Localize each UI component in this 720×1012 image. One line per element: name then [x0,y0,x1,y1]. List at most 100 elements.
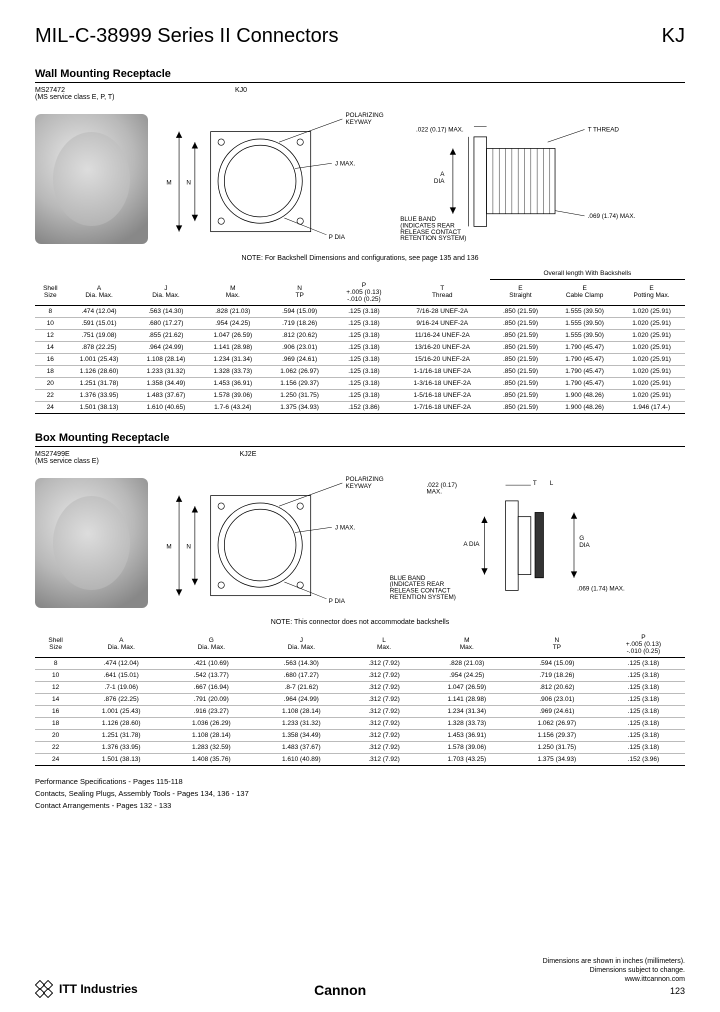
table-cell: 1.610 (40.89) [256,753,346,765]
table-cell: .312 (7.92) [346,741,421,753]
table-cell: .828 (21.03) [199,305,266,317]
wall-photo [35,114,148,244]
table-cell: .125 (3.18) [602,681,685,693]
table-cell: 1.555 (39.50) [551,305,618,317]
table-cell: 1.036 (26.29) [166,717,256,729]
box-label-l: L [550,480,554,487]
table-row: 241.501 (38.13)1.610 (40.65)1.7-6 (43.24… [35,401,685,413]
table-cell: .312 (7.92) [346,753,421,765]
table-row: 181.126 (28.60)1.036 (26.29)1.233 (31.32… [35,717,685,729]
wall-figures: M N POLARIZINGKEYWAY J MAX. P DIA ADIA [35,109,685,249]
table-cell: .152 (3.96) [602,753,685,765]
table-cell: 15/16-20 UNEF-2A [395,353,490,365]
table-cell: .641 (15.01) [76,669,166,681]
table-cell: .876 (22.25) [76,693,166,705]
table-cell: 1.062 (26.97) [266,365,333,377]
table-cell: .125 (3.18) [602,729,685,741]
table-row: 201.251 (31.78)1.108 (28.14)1.358 (34.49… [35,729,685,741]
table-col-header: GDia. Max. [166,632,256,658]
table-cell: 1.453 (36.91) [422,729,512,741]
table-cell: 1.234 (31.34) [422,705,512,717]
table-cell: 1.126 (28.60) [66,365,133,377]
table-cell: .125 (3.18) [602,741,685,753]
footer-dims: Dimensions are shown in inches (millimet… [543,957,685,975]
table-cell: 18 [35,365,66,377]
box-label-jmax: J MAX. [335,524,356,531]
table-col-header: P+.005 (0.13)-.010 (0.25) [333,280,395,306]
table-cell: 1.7-6 (43.24) [199,401,266,413]
table-row: 8.474 (12.04).421 (10.69).563 (14.30).31… [35,657,685,669]
label-tthread: T THREAD [588,127,620,134]
table-cell: .152 (3.86) [333,401,395,413]
table-col-header: MMax. [199,280,266,306]
table-cell: .421 (10.69) [166,657,256,669]
table-cell: 24 [35,753,76,765]
box-label-m: M [167,543,172,550]
table-cell: 1.610 (40.65) [132,401,199,413]
table-cell: 1.946 (17.4-) [618,401,685,413]
table-cell: 1.126 (28.60) [76,717,166,729]
table-cell: 1.376 (33.95) [76,741,166,753]
table-row: 12.7-1 (19.06).667 (16.94).8-7 (21.62).3… [35,681,685,693]
table-cell: 1.251 (31.78) [76,729,166,741]
table-cell: 24 [35,401,66,413]
box-label-n: N [187,543,192,550]
itt-brand: ITT Industries [35,980,138,998]
table-cell: .591 (15.01) [66,317,133,329]
table-cell: .812 (20.62) [266,329,333,341]
table-cell: .850 (21.59) [490,389,551,401]
box-label-max022: .022 (0.17)MAX. [427,482,457,495]
table-cell: .312 (7.92) [346,657,421,669]
table-cell: 1.283 (32.59) [166,741,256,753]
table-cell: .474 (12.04) [76,657,166,669]
table-cell: 1.047 (26.59) [422,681,512,693]
wall-overall-header: Overall length With Backshells [490,268,685,280]
table-cell: 1.062 (26.97) [512,717,602,729]
box-part-numbers: MS27499E KJ2E [35,451,685,458]
table-cell: .791 (20.09) [166,693,256,705]
table-row: 241.501 (38.13)1.408 (35.76)1.610 (40.89… [35,753,685,765]
box-title: Box Mounting Receptacle [35,432,685,444]
table-cell: 8 [35,657,76,669]
table-cell: 1.555 (39.50) [551,329,618,341]
wall-rule [35,82,685,83]
table-cell: .8-7 (21.62) [256,681,346,693]
table-cell: 1-7/16-18 UNEF-2A [395,401,490,413]
table-cell: 1.250 (31.75) [512,741,602,753]
table-col-header: TThread [395,280,490,306]
table-cell: 7/16-28 UNEF-2A [395,305,490,317]
table-cell: .594 (15.09) [512,657,602,669]
wall-pn1: MS27472 [35,87,65,94]
table-cell: 1.408 (35.76) [166,753,256,765]
table-cell: .719 (18.26) [266,317,333,329]
table-cell: .855 (21.62) [132,329,199,341]
table-cell: 1.900 (48.26) [551,389,618,401]
table-cell: 16 [35,705,76,717]
table-cell: .125 (3.18) [602,669,685,681]
table-row: 10.641 (15.01).542 (13.77).680 (17.27).3… [35,669,685,681]
table-cell: 1.501 (38.13) [76,753,166,765]
table-col-header: ShellSize [35,280,66,306]
table-row: 14.876 (22.25).791 (20.09).964 (24.99).3… [35,693,685,705]
table-cell: .312 (7.92) [346,681,421,693]
table-cell: 1.251 (31.78) [66,377,133,389]
table-cell: .964 (24.99) [132,341,199,353]
table-cell: .850 (21.59) [490,329,551,341]
table-cell: 12 [35,329,66,341]
table-col-header: ECable Clamp [551,280,618,306]
table-cell: .828 (21.03) [422,657,512,669]
table-col-header: NTP [266,280,333,306]
table-cell: 1.108 (28.14) [132,353,199,365]
table-cell: 1.108 (28.14) [166,729,256,741]
table-row: 221.376 (33.95)1.283 (32.59)1.483 (37.67… [35,741,685,753]
table-cell: .125 (3.18) [333,317,395,329]
table-cell: 1.156 (29.37) [512,729,602,741]
table-cell: 1.020 (25.91) [618,377,685,389]
label-adia: ADIA [434,171,445,185]
table-row: 181.126 (28.60)1.233 (31.32)1.328 (33.73… [35,365,685,377]
table-cell: .751 (19.08) [66,329,133,341]
table-cell: 8 [35,305,66,317]
table-cell: 1.790 (45.47) [551,353,618,365]
label-max022: .022 (0.17) MAX. [416,127,464,134]
table-cell: .954 (24.25) [199,317,266,329]
